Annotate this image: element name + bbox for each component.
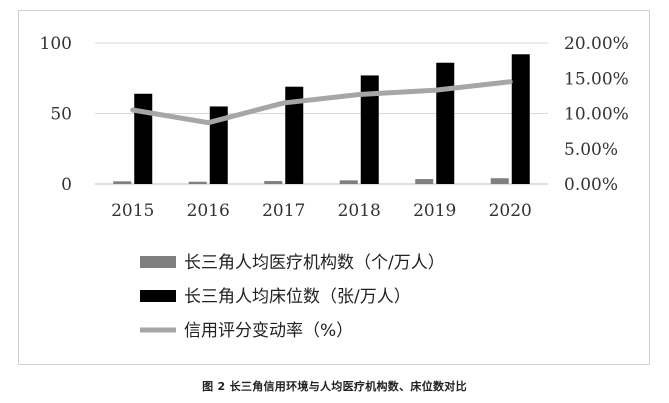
bar-beds-2017 [285,86,304,184]
y-right-tick-label: 10.00% [564,105,629,125]
grid-lines [95,42,548,185]
bar-beds-2020 [511,54,530,184]
y-right-tick-label: 15.00% [564,69,629,89]
bar-institutions-2019 [415,179,434,184]
bar-institutions-2018 [339,180,358,184]
y-right-tick-label: 5.00% [564,140,618,160]
x-tick-label: 2020 [489,201,532,221]
x-tick-label: 2015 [111,201,154,221]
y-left-tick-label: 100 [40,34,72,54]
figure-caption: 图 2 长三角信用环境与人均医疗机构数、床位数对比 [202,380,467,393]
y-left-tick-label: 50 [50,105,72,125]
bar-beds-2015 [134,93,153,184]
bar-institutions-2020 [490,178,509,184]
legend-swatch [140,290,176,302]
y-left-tick-label: 0 [61,175,72,195]
y-right-tick-label: 20.00% [564,34,629,54]
line-series [130,79,513,126]
x-tick-label: 2016 [187,201,230,221]
legend-label: 信用评分变动率（%） [184,321,353,341]
axes: 100 50 0 20.00% 15.00% 10.00% 5.00% 0.00% 2015 20… [40,34,629,221]
bar-beds-2016 [209,106,228,184]
legend-label: 长三角人均医疗机构数（个/万人） [184,253,445,273]
legend-swatch [140,256,176,268]
bar-series [113,54,530,184]
chart-frame [18,10,650,365]
x-tick-label: 2018 [338,201,381,221]
bar-institutions-2015 [113,181,132,184]
bar-beds-2018 [360,75,379,184]
y-right-tick-label: 0.00% [564,175,618,195]
x-tick-label: 2019 [413,201,456,221]
legend-label: 长三角人均床位数（张/万人） [184,287,411,307]
bar-institutions-2017 [264,181,283,184]
line-credit-score-change [130,79,513,126]
bar-beds-2019 [436,62,455,184]
x-tick-label: 2017 [262,201,305,221]
legend: 长三角人均医疗机构数（个/万人） 长三角人均床位数（张/万人） 信用评分变动率（%） [140,253,445,341]
bar-institutions-2016 [188,181,207,184]
